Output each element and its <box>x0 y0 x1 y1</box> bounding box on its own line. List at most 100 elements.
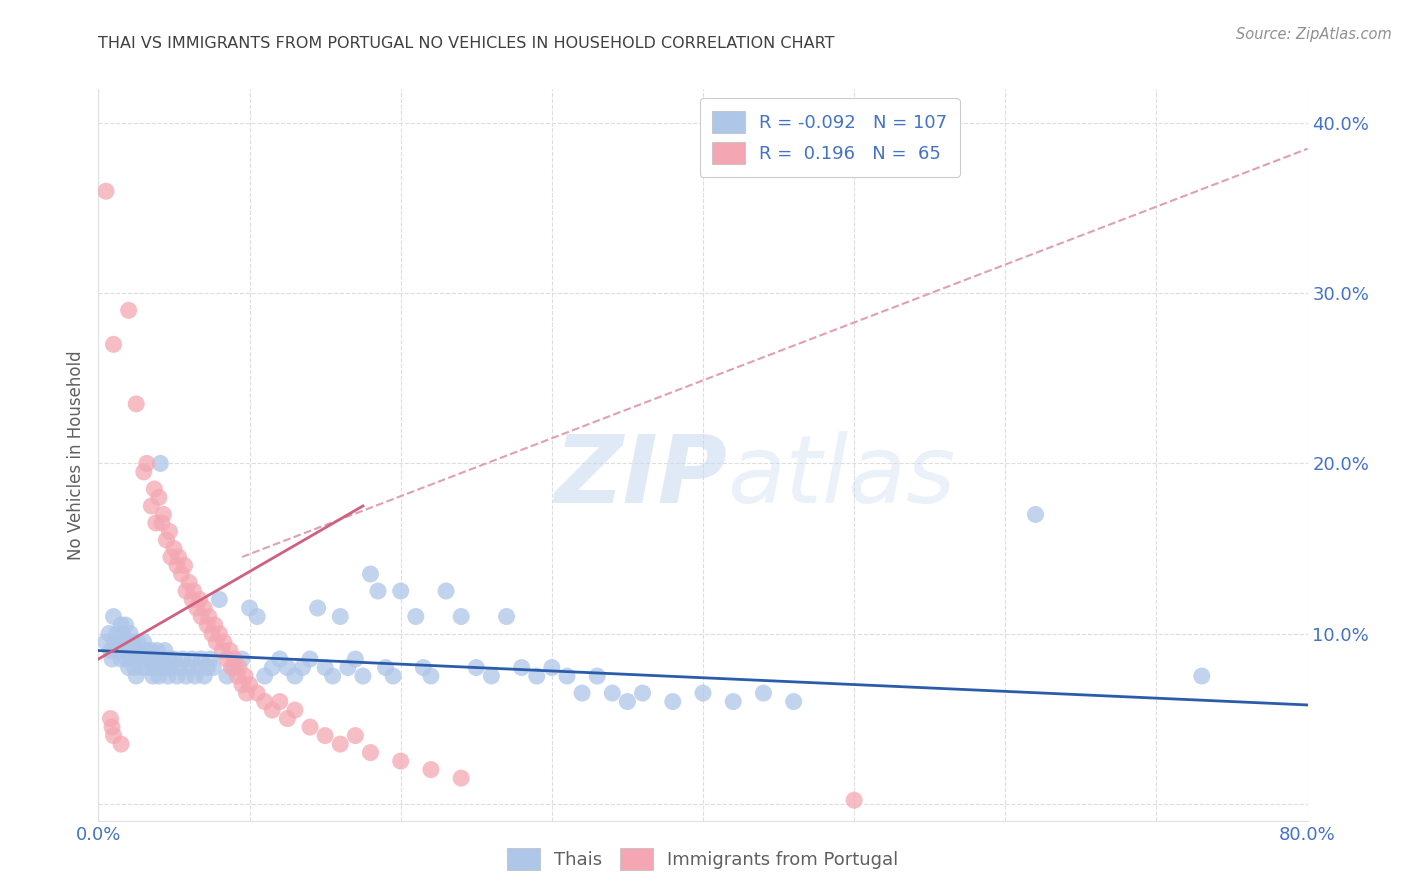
Point <box>291 660 314 674</box>
Point <box>181 592 204 607</box>
Point <box>177 660 201 674</box>
Point <box>389 754 412 768</box>
Point <box>128 652 150 666</box>
Point <box>172 652 194 666</box>
Point <box>367 584 389 599</box>
Point <box>631 686 654 700</box>
Point <box>184 669 207 683</box>
Point <box>159 652 181 666</box>
Point <box>253 669 276 683</box>
Point <box>465 660 488 674</box>
Point <box>132 635 155 649</box>
Point <box>782 695 804 709</box>
Point <box>94 635 117 649</box>
Point <box>314 729 336 743</box>
Point <box>143 482 166 496</box>
Point <box>224 660 246 674</box>
Point <box>131 660 153 674</box>
Point <box>183 584 205 599</box>
Point <box>190 609 212 624</box>
Point <box>571 686 593 700</box>
Point <box>752 686 775 700</box>
Point <box>219 643 242 657</box>
Point <box>262 660 284 674</box>
Point <box>419 669 441 683</box>
Point <box>450 771 472 785</box>
Point <box>692 686 714 700</box>
Point <box>389 584 412 599</box>
Text: Source: ZipAtlas.com: Source: ZipAtlas.com <box>1236 27 1392 42</box>
Point <box>602 686 624 700</box>
Point <box>661 695 683 709</box>
Point <box>125 669 148 683</box>
Point <box>100 643 122 657</box>
Point <box>193 669 215 683</box>
Point <box>121 652 143 666</box>
Point <box>299 652 322 666</box>
Point <box>98 626 121 640</box>
Point <box>122 635 145 649</box>
Point <box>352 669 374 683</box>
Point <box>103 337 125 351</box>
Point <box>231 652 253 666</box>
Point <box>114 643 136 657</box>
Point <box>149 457 172 471</box>
Point <box>166 558 188 573</box>
Point <box>114 618 136 632</box>
Point <box>136 660 159 674</box>
Legend: Thais, Immigrants from Portugal: Thais, Immigrants from Portugal <box>501 841 905 878</box>
Point <box>112 635 135 649</box>
Point <box>555 669 578 683</box>
Y-axis label: No Vehicles in Household: No Vehicles in Household <box>66 350 84 560</box>
Point <box>586 669 609 683</box>
Point <box>145 516 167 530</box>
Point <box>145 660 167 674</box>
Point <box>125 643 148 657</box>
Point <box>156 669 179 683</box>
Point <box>329 737 352 751</box>
Point <box>174 584 197 599</box>
Point <box>181 652 204 666</box>
Point <box>170 566 193 581</box>
Text: THAI VS IMMIGRANTS FROM PORTUGAL NO VEHICLES IN HOUSEHOLD CORRELATION CHART: THAI VS IMMIGRANTS FROM PORTUGAL NO VEHI… <box>98 36 835 51</box>
Point <box>269 652 291 666</box>
Point <box>101 720 124 734</box>
Point <box>159 524 181 539</box>
Point <box>153 643 176 657</box>
Point <box>190 652 212 666</box>
Point <box>108 635 131 649</box>
Point <box>115 652 138 666</box>
Point <box>148 491 170 505</box>
Point <box>235 686 257 700</box>
Point <box>200 652 222 666</box>
Point <box>721 695 744 709</box>
Point <box>314 660 336 674</box>
Point <box>412 660 434 674</box>
Point <box>360 566 382 581</box>
Point <box>510 660 533 674</box>
Text: atlas: atlas <box>727 432 956 523</box>
Point <box>307 601 329 615</box>
Point <box>202 660 225 674</box>
Point <box>224 652 246 666</box>
Point <box>344 652 367 666</box>
Point <box>186 601 208 615</box>
Point <box>129 643 152 657</box>
Point <box>329 609 352 624</box>
Point <box>246 609 269 624</box>
Point <box>336 660 359 674</box>
Point <box>120 626 142 640</box>
Point <box>239 677 262 691</box>
Point <box>143 652 166 666</box>
Point <box>110 737 132 751</box>
Point <box>1024 508 1046 522</box>
Point <box>174 669 197 683</box>
Point <box>481 669 503 683</box>
Point <box>299 720 322 734</box>
Point <box>195 660 218 674</box>
Point <box>152 508 174 522</box>
Point <box>1191 669 1213 683</box>
Point <box>276 660 298 674</box>
Point <box>125 397 148 411</box>
Point <box>118 303 141 318</box>
